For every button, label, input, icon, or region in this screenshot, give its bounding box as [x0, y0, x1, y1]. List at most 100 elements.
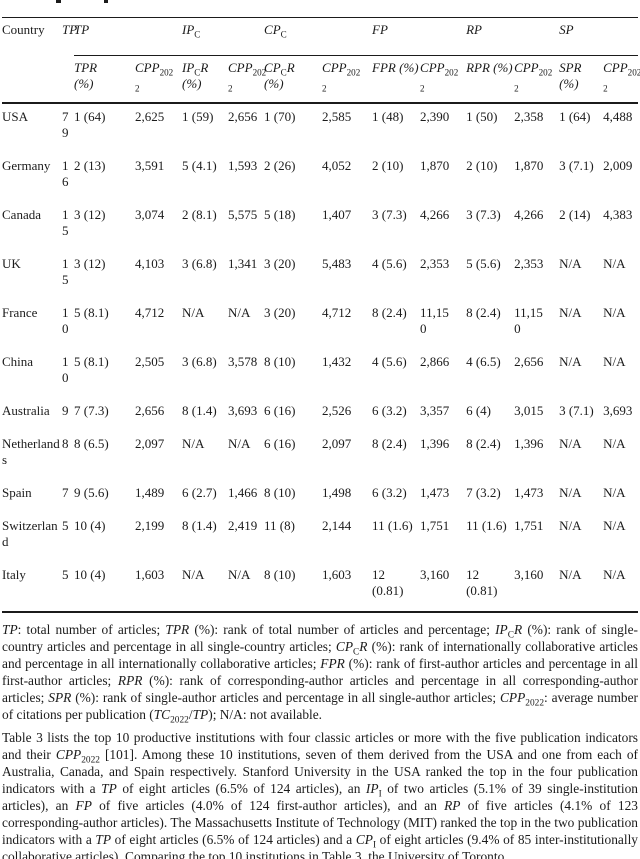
tp-column-header: TP: [62, 17, 77, 104]
fpr-cell: 8 (2.4): [372, 436, 407, 451]
spr-cell: N/A: [559, 436, 582, 451]
cpp2022-cpc-cell: 1,603: [322, 567, 352, 582]
fpr-cell: 12 (0.81): [372, 567, 404, 598]
ipcr-cell: 5 (4.1): [182, 158, 217, 173]
tpr-subheader: TPR (%): [74, 55, 135, 104]
fp-group-header: FP: [372, 17, 467, 56]
cpcr-cell: 5 (18): [264, 207, 296, 222]
ipcr-cell: N/A: [182, 436, 205, 451]
cropped-text-remnant: [56, 0, 61, 3]
table-row: Spain 7 9 (5.6) 1,489 6 (2.7) 1,466 8 (10) 1,49…: [2, 480, 638, 513]
tp-cell: 15: [62, 207, 69, 238]
cpp2022-sp-cell: N/A: [603, 567, 626, 582]
table-header: Country TP TP IPC CPC FP RP SP TPR (%) CPP202 2 IPCR…: [2, 17, 640, 104]
cpc-group-header: CPC: [264, 17, 373, 56]
ipcr-cell: 8 (1.4): [182, 518, 217, 533]
fpr-cell: 4 (5.6): [372, 354, 407, 369]
country-cell: Netherlands: [2, 436, 60, 467]
table-row: Australia 9 7 (7.3) 2,656 8 (1.4) 3,693 6 (16)…: [2, 398, 638, 431]
table-body: USA 79 1 (64) 2,625 1 (59) 2,656 1 (70) 2,585 1 …: [2, 103, 638, 612]
cpp2022-tp-cell: 1,489: [135, 485, 165, 500]
tp-cell: 5: [62, 518, 69, 533]
country-header: Country: [2, 17, 62, 104]
tp-cell: 8: [62, 436, 69, 451]
rpr-cell: 1 (50): [466, 109, 498, 124]
sp-group-header: SP: [559, 17, 639, 56]
tp-cell: 16: [62, 158, 69, 189]
cpp2022-fp-cell: 2,866: [420, 354, 450, 369]
ipcr-cell: 2 (8.1): [182, 207, 217, 222]
tp-cell: 7: [62, 485, 69, 500]
ipcr-cell: N/A: [182, 567, 205, 582]
rpr-cell: 12 (0.81): [466, 567, 498, 598]
cpp2022-ipc-cell: 2,656: [228, 109, 258, 124]
tp-group-header: TP: [74, 17, 183, 56]
spr-cell: 2 (14): [559, 207, 591, 222]
cpp2022-cpc-subheader: CPP202 2: [322, 55, 373, 104]
cpp2022-cpc-cell: 2,526: [322, 403, 352, 418]
cpp2022-rp-cell: 3,015: [514, 403, 544, 418]
tpr-cell: 3 (12): [74, 256, 106, 271]
cpp2022-rp-cell: 2,656: [514, 354, 544, 369]
spr-cell: N/A: [559, 354, 582, 369]
cpcr-cell: 11 (8): [264, 518, 295, 533]
cpp2022-cpc-cell: 1,407: [322, 207, 352, 222]
cpp2022-rp-cell: 1,396: [514, 436, 544, 451]
cpp2022-fp-cell: 1,870: [420, 158, 450, 173]
fpr-cell: 1 (48): [372, 109, 404, 124]
cpp2022-rp-cell: 1,751: [514, 518, 544, 533]
cpp2022-fp-cell: 3,160: [420, 567, 450, 582]
cpp2022-sp-cell: N/A: [603, 436, 626, 451]
fpr-cell: 3 (7.3): [372, 207, 407, 222]
rpr-cell: 6 (4): [466, 403, 491, 418]
cpp2022-tp-cell: 3,591: [135, 158, 165, 173]
country-cell: USA: [2, 109, 29, 124]
rp-group-header: RP: [466, 17, 560, 56]
rpr-cell: 2 (10): [466, 158, 498, 173]
ipcr-cell: 1 (59): [182, 109, 214, 124]
tpr-cell: 5 (8.1): [74, 354, 109, 369]
country-cell: Switzerland: [2, 518, 58, 549]
cpp2022-tp-cell: 1,603: [135, 567, 165, 582]
cpp2022-rp-cell: 2,358: [514, 109, 544, 124]
tp-cell: 9: [62, 403, 69, 418]
cpp2022-fp-cell: 4,266: [420, 207, 450, 222]
cpp2022-rp-subheader: CPP202 2: [514, 55, 560, 104]
table-row: USA 79 1 (64) 2,625 1 (59) 2,656 1 (70) 2,585 1 …: [2, 103, 638, 153]
cpp2022-fp-cell: 1,751: [420, 518, 450, 533]
cpp2022-tp-cell: 3,074: [135, 207, 165, 222]
country-cell: Australia: [2, 403, 50, 418]
cpp2022-rp-cell: 2,353: [514, 256, 544, 271]
table-row: Italy 5 10 (4) 1,603 N/A N/A 8 (10) 1,603 12 (0.…: [2, 562, 638, 612]
cpp2022-fp-cell: 1,473: [420, 485, 450, 500]
tpr-cell: 3 (12): [74, 207, 106, 222]
cpp2022-sp-cell: 4,383: [603, 207, 633, 222]
rpr-subheader: RPR (%): [466, 55, 515, 104]
cpp2022-sp-cell: 4,488: [603, 109, 633, 124]
cpp2022-tp-cell: 4,103: [135, 256, 165, 271]
cpp2022-tp-cell: 2,625: [135, 109, 165, 124]
cpp2022-ipc-cell: 1,593: [228, 158, 258, 173]
fpr-cell: 8 (2.4): [372, 305, 407, 320]
ipcr-cell: 3 (6.8): [182, 256, 217, 271]
country-cell: Italy: [2, 567, 26, 582]
fpr-cell: 4 (5.6): [372, 256, 407, 271]
cpcr-cell: 8 (10): [264, 485, 296, 500]
cpp2022-sp-subheader: CPP202 2: [603, 55, 640, 104]
country-statistics-table: Country TP TP IPC CPC FP RP SP TPR (%) CPP202 2 IPCR…: [2, 17, 640, 613]
rpr-cell: 4 (6.5): [466, 354, 501, 369]
cpp2022-sp-cell: 3,693: [603, 403, 633, 418]
cpp2022-sp-cell: N/A: [603, 305, 626, 320]
ipcr-cell: 8 (1.4): [182, 403, 217, 418]
cpcr-cell: 1 (70): [264, 109, 296, 124]
tp-cell: 5: [62, 567, 69, 582]
country-cell: China: [2, 354, 34, 369]
fpr-cell: 2 (10): [372, 158, 404, 173]
cpp2022-tp-cell: 2,097: [135, 436, 165, 451]
cpp2022-cpc-cell: 2,144: [322, 518, 352, 533]
cpcr-cell: 2 (26): [264, 158, 296, 173]
cpp2022-ipc-cell: N/A: [228, 567, 251, 582]
cpp2022-rp-cell: 11,150: [514, 305, 543, 336]
cpp2022-ipc-cell: 3,578: [228, 354, 258, 369]
